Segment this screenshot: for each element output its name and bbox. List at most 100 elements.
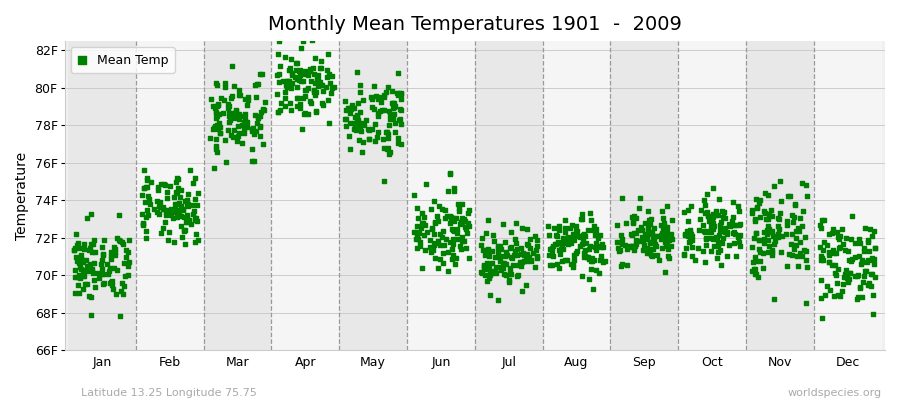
Mean Temp bbox=[171, 206, 185, 213]
Mean Temp bbox=[765, 252, 779, 258]
Mean Temp bbox=[393, 141, 408, 147]
Mean Temp bbox=[629, 215, 643, 222]
Mean Temp bbox=[94, 256, 109, 263]
Mean Temp bbox=[724, 223, 738, 230]
Mean Temp bbox=[79, 256, 94, 263]
Mean Temp bbox=[709, 255, 724, 261]
Mean Temp bbox=[409, 236, 423, 242]
Mean Temp bbox=[71, 282, 86, 288]
Mean Temp bbox=[433, 256, 447, 262]
Mean Temp bbox=[417, 232, 431, 238]
Mean Temp bbox=[117, 260, 131, 266]
Mean Temp bbox=[787, 218, 801, 225]
Mean Temp bbox=[170, 214, 184, 220]
Mean Temp bbox=[419, 180, 434, 187]
Mean Temp bbox=[798, 234, 813, 241]
Mean Temp bbox=[413, 239, 428, 246]
Mean Temp bbox=[799, 182, 814, 188]
Mean Temp bbox=[779, 262, 794, 269]
Mean Temp bbox=[117, 282, 131, 289]
Bar bbox=[543, 41, 610, 350]
Mean Temp bbox=[633, 238, 647, 244]
Mean Temp bbox=[768, 295, 782, 302]
Mean Temp bbox=[659, 233, 673, 240]
Mean Temp bbox=[858, 224, 872, 231]
Mean Temp bbox=[479, 249, 493, 256]
Bar bbox=[475, 41, 543, 350]
Mean Temp bbox=[171, 185, 185, 192]
Mean Temp bbox=[502, 270, 517, 277]
Mean Temp bbox=[447, 218, 462, 224]
Mean Temp bbox=[656, 227, 670, 233]
Mean Temp bbox=[494, 246, 508, 252]
Mean Temp bbox=[646, 235, 661, 241]
Mean Temp bbox=[94, 266, 109, 272]
Mean Temp bbox=[357, 122, 372, 128]
Mean Temp bbox=[223, 132, 238, 138]
Mean Temp bbox=[292, 72, 307, 78]
Mean Temp bbox=[298, 70, 312, 77]
Mean Temp bbox=[382, 122, 396, 128]
Mean Temp bbox=[104, 249, 118, 256]
Mean Temp bbox=[626, 230, 641, 236]
Mean Temp bbox=[160, 237, 175, 243]
Mean Temp bbox=[92, 275, 106, 281]
Mean Temp bbox=[662, 236, 677, 243]
Mean Temp bbox=[704, 225, 718, 232]
Mean Temp bbox=[256, 106, 270, 112]
Mean Temp bbox=[215, 110, 230, 117]
Mean Temp bbox=[122, 236, 136, 243]
Mean Temp bbox=[797, 246, 812, 253]
Mean Temp bbox=[598, 258, 612, 264]
Mean Temp bbox=[635, 234, 650, 240]
Mean Temp bbox=[271, 108, 285, 115]
Mean Temp bbox=[427, 198, 441, 205]
Mean Temp bbox=[256, 141, 271, 148]
Mean Temp bbox=[660, 242, 674, 249]
Mean Temp bbox=[555, 246, 570, 252]
Mean Temp bbox=[181, 191, 195, 197]
Mean Temp bbox=[481, 246, 495, 252]
Mean Temp bbox=[712, 196, 726, 202]
Mean Temp bbox=[144, 179, 158, 185]
Mean Temp bbox=[511, 272, 526, 278]
Mean Temp bbox=[766, 233, 780, 239]
Mean Temp bbox=[859, 268, 873, 274]
Mean Temp bbox=[441, 249, 455, 255]
Mean Temp bbox=[752, 237, 766, 243]
Mean Temp bbox=[475, 270, 490, 276]
Mean Temp bbox=[752, 249, 767, 256]
Mean Temp bbox=[310, 77, 325, 84]
Mean Temp bbox=[385, 99, 400, 106]
Mean Temp bbox=[285, 72, 300, 78]
Mean Temp bbox=[574, 211, 589, 217]
Mean Temp bbox=[509, 246, 524, 252]
Mean Temp bbox=[518, 253, 533, 260]
Mean Temp bbox=[81, 246, 95, 253]
Mean Temp bbox=[644, 252, 659, 258]
Mean Temp bbox=[226, 115, 240, 122]
Mean Temp bbox=[711, 248, 725, 255]
Mean Temp bbox=[733, 243, 747, 249]
Mean Temp bbox=[502, 276, 517, 283]
Mean Temp bbox=[253, 70, 267, 77]
Mean Temp bbox=[660, 203, 674, 210]
Mean Temp bbox=[104, 256, 119, 262]
Mean Temp bbox=[152, 211, 166, 217]
Mean Temp bbox=[555, 258, 570, 264]
Mean Temp bbox=[508, 240, 523, 246]
Mean Temp bbox=[829, 280, 843, 287]
Mean Temp bbox=[497, 271, 511, 278]
Mean Temp bbox=[867, 228, 881, 234]
Mean Temp bbox=[179, 214, 194, 220]
Mean Temp bbox=[717, 224, 732, 231]
Mean Temp bbox=[212, 102, 226, 108]
Mean Temp bbox=[711, 239, 725, 245]
Mean Temp bbox=[656, 225, 670, 232]
Mean Temp bbox=[640, 236, 654, 242]
Mean Temp bbox=[461, 220, 475, 227]
Mean Temp bbox=[594, 244, 608, 250]
Mean Temp bbox=[492, 253, 507, 259]
Mean Temp bbox=[180, 219, 194, 225]
Mean Temp bbox=[528, 232, 543, 239]
